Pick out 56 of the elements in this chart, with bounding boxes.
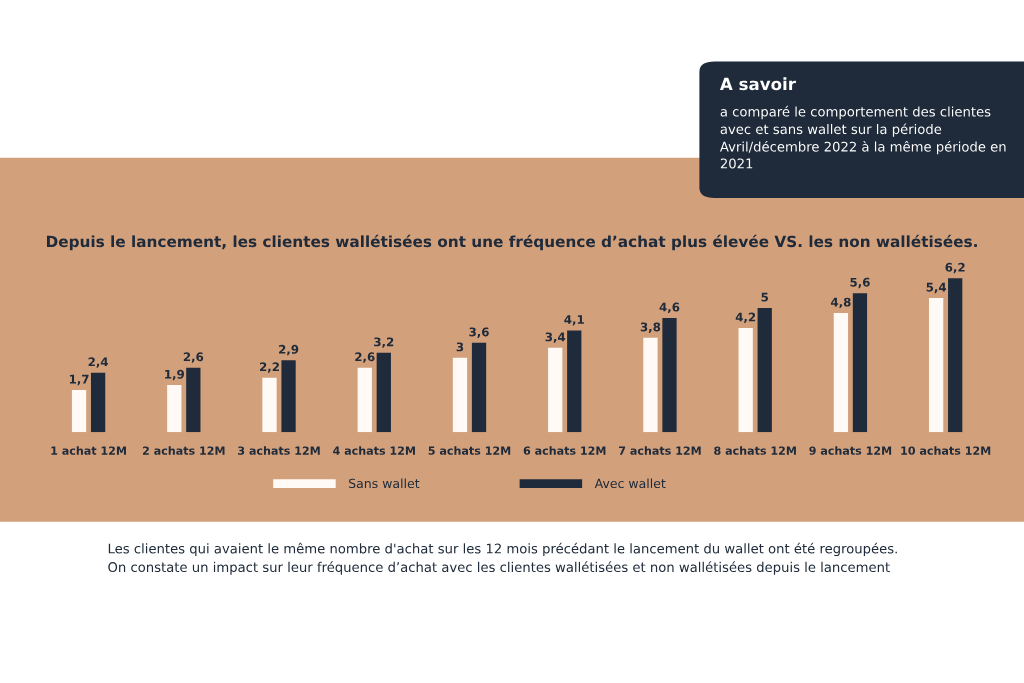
x-tick-label: 9 achats 12M xyxy=(809,446,892,455)
bar xyxy=(357,367,372,433)
data-label: 5 xyxy=(761,292,769,302)
text: Les clientes qui avaient le même nombre d'achat sur les 12 mois précédant le lancement du wallet ont été regroupées. On constate un impact sur leur fréquence d’achat avec les clientes wallétisées et non wallétisées depuis le lancement xyxy=(108,542,897,575)
bar xyxy=(833,313,849,433)
legend-label: Avec wallet xyxy=(594,478,666,489)
bar xyxy=(186,367,201,433)
data-label: 3,6 xyxy=(469,327,489,338)
bar xyxy=(471,342,487,433)
chart-title: Depuis le lancement, les clientes wallétisées ont une fréquence d’achat plus élevée VS. les non wallétisées. xyxy=(46,234,977,251)
data-label: 4,6 xyxy=(659,302,680,314)
data-label: 1,7 xyxy=(69,374,89,386)
text: a comparé le comportement des clientes avec et sans wallet sur la période Avril/décembre 2022 à la même période en 2021 xyxy=(719,105,1006,169)
x-tick-label: 1 achat 12M xyxy=(51,446,126,455)
data-label: 6,2 xyxy=(945,262,965,274)
data-label: 4,8 xyxy=(830,297,851,309)
bar xyxy=(757,308,772,433)
bar xyxy=(852,293,868,433)
x-tick-label: 6 achats 12M xyxy=(523,446,606,455)
bar xyxy=(643,337,658,433)
data-label: 2,9 xyxy=(279,344,299,356)
bar xyxy=(376,352,391,433)
bar xyxy=(567,330,582,433)
text: A savoir xyxy=(719,77,796,91)
bar xyxy=(929,298,944,433)
data-label: 2,4 xyxy=(88,357,109,368)
bar xyxy=(452,357,468,433)
x-tick-label: 8 achats 12M xyxy=(714,446,796,455)
bar xyxy=(738,327,753,433)
x-tick-label: 5 achats 12M xyxy=(428,446,511,455)
x-tick-label: 3 achats 12M xyxy=(238,446,320,455)
legend-label: Sans wallet xyxy=(349,478,420,489)
bar xyxy=(948,278,963,433)
x-tick-label: 10 achats 12M xyxy=(901,446,991,455)
bar xyxy=(71,390,87,433)
data-label: 2,2 xyxy=(259,362,279,373)
data-label: 3,4 xyxy=(545,332,566,343)
bar xyxy=(548,347,563,433)
data-label: 4,2 xyxy=(735,312,756,323)
data-label: 4,1 xyxy=(564,315,584,326)
data-label: 2,6 xyxy=(183,352,204,363)
data-label: 5,4 xyxy=(926,282,947,294)
bar xyxy=(90,372,106,433)
bar xyxy=(281,360,296,433)
bar xyxy=(167,385,182,433)
data-label: 3,8 xyxy=(640,322,661,333)
data-label: 3 xyxy=(456,342,464,352)
data-label: 1,9 xyxy=(165,369,184,381)
x-tick-label: 2 achats 12M xyxy=(142,446,225,455)
data-label: 3,2 xyxy=(374,337,394,348)
data-label: 2,6 xyxy=(355,352,375,363)
data-label: 5,6 xyxy=(850,277,870,289)
x-tick-label: 4 achats 12M xyxy=(333,446,415,455)
bar xyxy=(262,377,277,433)
x-tick-label: 7 achats 12M xyxy=(619,446,701,455)
bar xyxy=(662,317,677,433)
